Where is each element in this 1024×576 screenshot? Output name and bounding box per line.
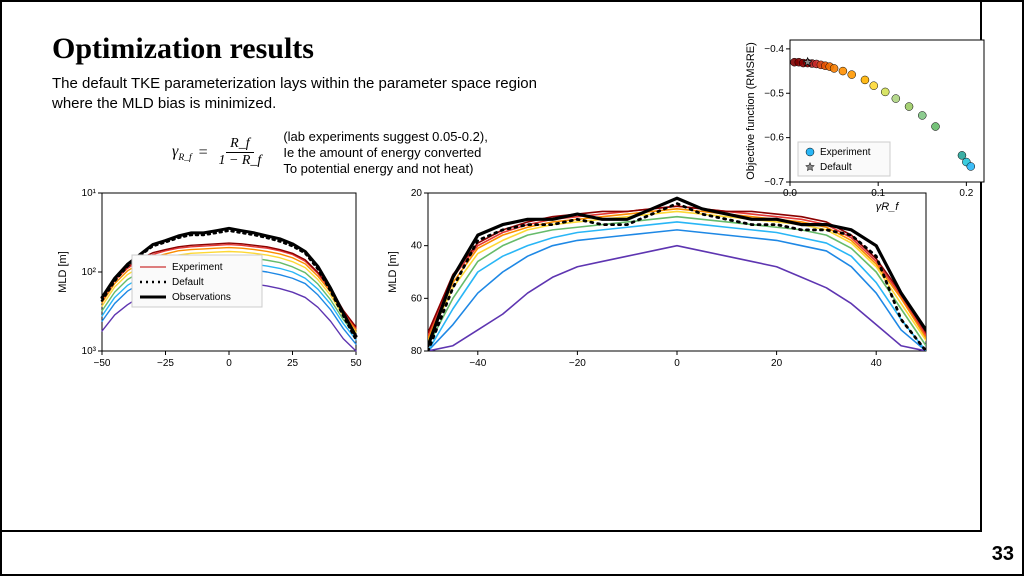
- mld-chart-left: −50 −25 0 25 50 10¹ 10² 10³ MLD [m] Experiment Def…: [52, 185, 362, 375]
- svg-text:−0.6: −0.6: [764, 133, 784, 144]
- svg-text:80: 80: [411, 346, 423, 357]
- svg-text:MLD [m]: MLD [m]: [387, 251, 399, 293]
- svg-text:20: 20: [771, 358, 783, 369]
- svg-text:Default: Default: [820, 162, 852, 173]
- equation-numerator: R_f: [226, 136, 253, 153]
- svg-text:0: 0: [674, 358, 680, 369]
- svg-text:40: 40: [411, 241, 423, 252]
- equation-note-line: To potential energy and not heat): [283, 161, 488, 177]
- svg-text:Default: Default: [172, 277, 204, 288]
- svg-text:−50: −50: [94, 358, 111, 369]
- svg-text:γR_f: γR_f: [876, 201, 900, 212]
- equation-lhs: γR_f: [172, 143, 192, 163]
- svg-text:60: 60: [411, 294, 423, 305]
- svg-text:20: 20: [411, 188, 423, 199]
- svg-text:40: 40: [871, 358, 883, 369]
- svg-text:Observations: Observations: [172, 292, 231, 303]
- svg-text:−25: −25: [157, 358, 174, 369]
- svg-text:0.0: 0.0: [783, 188, 797, 199]
- equation-note-line: Ie the amount of energy converted: [283, 145, 488, 161]
- svg-text:50: 50: [350, 358, 362, 369]
- page-number: 33: [992, 543, 1014, 566]
- svg-text:Experiment: Experiment: [820, 147, 871, 158]
- bottom-charts: −50 −25 0 25 50 10¹ 10² 10³ MLD [m] Experiment Def…: [52, 185, 950, 375]
- equation-fraction: R_f 1 − R_f: [214, 136, 265, 169]
- equation-note-line: (lab experiments suggest 0.05-0.2),: [283, 129, 488, 145]
- svg-text:0.2: 0.2: [959, 188, 973, 199]
- svg-text:Objective function (RMSRE): Objective function (RMSRE): [745, 42, 757, 180]
- svg-text:−40: −40: [469, 358, 486, 369]
- svg-text:25: 25: [287, 358, 299, 369]
- equation-denominator: 1 − R_f: [214, 153, 265, 169]
- slide: Optimization results The default TKE par…: [0, 0, 1024, 576]
- scatter-chart: 0.0 0.1 0.2 −0.7 −0.6 −0.5 −0.4 γR_f Objective f…: [742, 32, 992, 212]
- svg-text:−20: −20: [569, 358, 586, 369]
- mld-chart-right: −40 −20 0 20 40 20 40 60 80 MLD [m]: [382, 185, 932, 375]
- equation: γR_f = R_f 1 − R_f: [172, 136, 265, 169]
- svg-text:MLD [m]: MLD [m]: [57, 251, 69, 293]
- svg-text:−0.4: −0.4: [764, 44, 784, 55]
- svg-text:10²: 10²: [82, 267, 97, 278]
- equation-note: (lab experiments suggest 0.05-0.2), Ie t…: [283, 129, 488, 178]
- svg-text:10³: 10³: [82, 346, 97, 357]
- slide-subtitle: The default TKE parameterization lays wi…: [52, 74, 572, 115]
- svg-text:0: 0: [226, 358, 232, 369]
- svg-text:−0.7: −0.7: [764, 177, 784, 188]
- svg-text:0.1: 0.1: [871, 188, 885, 199]
- svg-text:−0.5: −0.5: [764, 88, 784, 99]
- svg-text:10¹: 10¹: [82, 188, 97, 199]
- equation-eq: =: [198, 144, 209, 162]
- svg-text:Experiment: Experiment: [172, 262, 223, 273]
